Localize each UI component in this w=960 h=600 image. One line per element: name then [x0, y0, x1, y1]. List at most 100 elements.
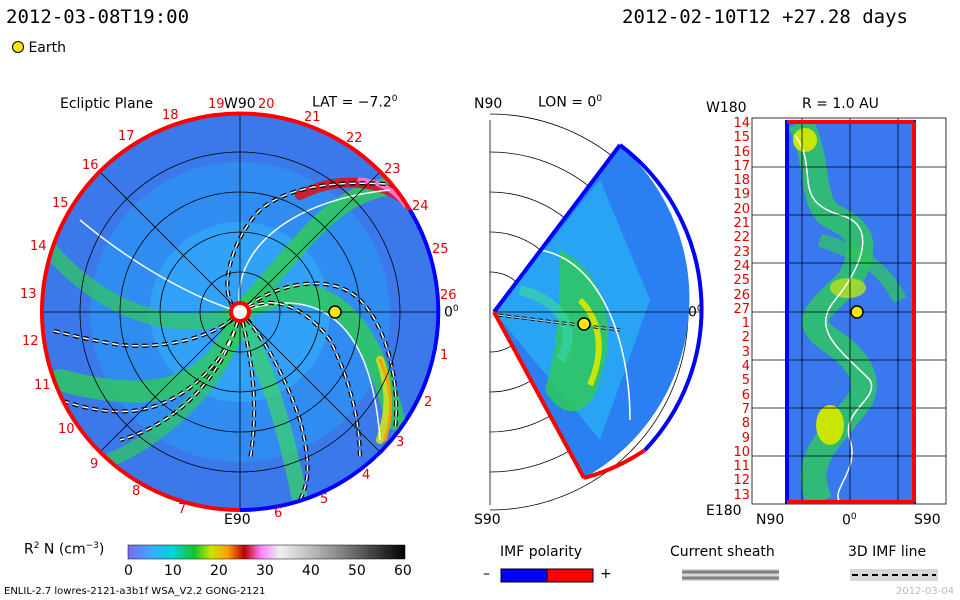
row-label: 27: [733, 301, 750, 317]
row-label: 12: [733, 473, 750, 489]
colorbar-tick: 10: [164, 563, 182, 579]
carrington-tick: 19: [208, 97, 225, 112]
sphere-bottom-n90: N90: [756, 512, 785, 528]
imf-minus-label: –: [483, 566, 490, 582]
earth-label: Earth: [28, 40, 66, 56]
row-label: 19: [733, 187, 750, 203]
sphere-density: [788, 122, 907, 502]
earth-marker-meridional: [577, 317, 591, 331]
imf-line-title: 3D IMF line: [848, 544, 927, 560]
row-label: 18: [733, 173, 750, 189]
row-label: 7: [741, 401, 750, 417]
footer-date: 2012-03-04: [896, 586, 955, 597]
row-label: 2: [741, 330, 750, 346]
carrington-tick: 9: [90, 457, 99, 472]
sphere-title: R = 1.0 AU: [802, 96, 879, 112]
earth-icon: [12, 41, 24, 53]
run-start-time: 2012-02-10T12 +27.28 days: [622, 6, 908, 28]
sphere-top-left: W180: [706, 100, 747, 116]
earth-marker-sphere: [850, 305, 864, 319]
colorbar-tick: 40: [302, 563, 320, 579]
row-label: 25: [733, 273, 750, 289]
ecliptic-rim-negative-east: [239, 208, 441, 513]
colorbar-label: R2 N (cm−3): [24, 541, 105, 558]
sphere-bottom-left: E180: [706, 503, 742, 519]
ecliptic-rim-positive: [39, 111, 412, 313]
meridional-title: LON = 00: [538, 94, 603, 111]
carrington-tick: 18: [162, 108, 179, 123]
row-label: 14: [733, 116, 750, 131]
carrington-tick: 5: [320, 492, 329, 507]
carrington-tick: 4: [362, 468, 371, 483]
row-label: 8: [741, 416, 750, 432]
earth-marker-ecliptic: [328, 305, 342, 319]
imf-positive-swatch: [546, 568, 594, 583]
colorbar-tick: 50: [348, 563, 366, 579]
carrington-tick: 14: [30, 239, 47, 254]
carrington-tick: 16: [82, 158, 99, 173]
colorbar-tick: 30: [256, 563, 274, 579]
meridional-density: [494, 180, 650, 440]
imf-polarity-title: IMF polarity: [500, 544, 583, 560]
meridional-edge-positive: [492, 311, 586, 479]
carrington-tick: 3: [396, 435, 405, 450]
earth-legend: Earth: [12, 40, 66, 56]
carrington-tick: 22: [346, 131, 363, 146]
ecliptic-bottom-label: E90: [224, 512, 251, 528]
carrington-tick: 7: [178, 502, 187, 517]
carrington-tick: 1: [440, 348, 449, 363]
row-label: 22: [733, 230, 750, 246]
imf-negative-swatch: [500, 568, 548, 583]
ecliptic-title: Ecliptic Plane: [60, 96, 154, 112]
row-label: 15: [733, 130, 750, 146]
carrington-tick: 11: [34, 378, 51, 393]
current-sheath-swatch: [682, 569, 779, 581]
ecliptic-top-label: W90: [224, 96, 256, 112]
model-time: 2012-03-08T19:00: [6, 6, 190, 28]
sphere-row-labels: 14 15 16 17 18 19 20 21 22 23 24 25 26 2…: [728, 116, 750, 503]
colorbar-tick: 0: [124, 563, 133, 579]
carrington-tick: 10: [58, 422, 75, 437]
carrington-tick: 13: [20, 287, 37, 302]
carrington-tick: 15: [52, 196, 69, 211]
carrington-tick: 25: [432, 242, 449, 257]
sphere-bottom-zero: 00: [842, 512, 857, 529]
ecliptic-plane-panel: [39, 111, 441, 513]
footer-run-info: ENLIL-2.7 lowres-2121-a3b1f WSA_V2.2 GON…: [4, 586, 266, 597]
row-label: 1: [741, 316, 750, 332]
meridional-rim-negative: [618, 143, 704, 452]
row-label: 21: [733, 216, 750, 232]
row-label: 24: [733, 258, 750, 274]
imf-line-swatch: [850, 569, 938, 581]
carrington-tick: 26: [440, 288, 457, 303]
colorbar-tick: 60: [394, 563, 412, 579]
current-sheath-title: Current sheath: [670, 544, 775, 560]
row-label: 17: [733, 158, 750, 174]
ecliptic-rim-positive-south: [40, 311, 241, 512]
sun-marker: [229, 301, 251, 323]
row-label: 3: [741, 344, 750, 360]
carrington-tick: 6: [274, 506, 283, 521]
colorbar-tick: 20: [210, 563, 228, 579]
carrington-tick: 2: [424, 395, 433, 410]
row-label: 9: [741, 430, 750, 446]
meridional-plane-panel: [489, 113, 704, 511]
row-label: 23: [733, 244, 750, 260]
row-label: 16: [733, 144, 750, 160]
carrington-tick: 17: [118, 129, 135, 144]
imf-plus-label: +: [600, 566, 612, 582]
carrington-tick: 20: [258, 97, 275, 112]
row-label: 20: [733, 201, 750, 217]
sphere-bottom-s90: S90: [914, 512, 941, 528]
row-label: 6: [741, 387, 750, 403]
row-label: 26: [733, 287, 750, 303]
density-colorbar: [127, 544, 406, 560]
carrington-tick: 12: [22, 334, 39, 349]
row-label: 4: [741, 359, 750, 375]
carrington-tick: 23: [384, 162, 401, 177]
meridional-top-left: N90: [474, 96, 503, 112]
row-label: 11: [733, 459, 750, 475]
sphere-panel: [751, 117, 947, 505]
meridional-bottom-left: S90: [474, 512, 501, 528]
